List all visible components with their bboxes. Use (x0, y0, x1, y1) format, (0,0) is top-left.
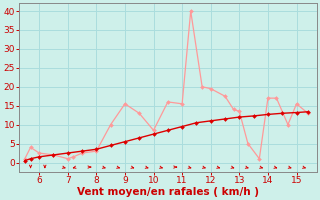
X-axis label: Vent moyen/en rafales ( km/h ): Vent moyen/en rafales ( km/h ) (77, 187, 259, 197)
